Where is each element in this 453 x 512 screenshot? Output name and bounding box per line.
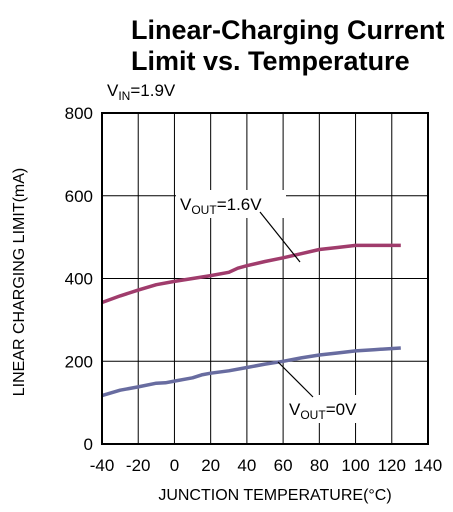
series-line <box>101 346 401 398</box>
chart-condition-rest: =1.9V <box>130 81 176 100</box>
plot-frame <box>101 112 429 445</box>
x-tick-label: -40 <box>90 456 115 475</box>
leader-line <box>259 211 301 263</box>
x-tick-label: 100 <box>341 456 369 475</box>
x-tick-label: 60 <box>274 456 293 475</box>
label-background <box>176 190 286 218</box>
y-tick-label: 800 <box>65 104 93 123</box>
x-tick-label: 20 <box>201 456 220 475</box>
chart-condition-sub: IN <box>118 89 130 103</box>
x-tick-label: 140 <box>414 456 442 475</box>
tick-labels: -40 -20 0 20 40 60 80 100 120 140 0 200 400 600 800 <box>65 104 443 475</box>
label-sub: OUT <box>191 203 217 217</box>
chart-condition-main: V <box>107 81 119 100</box>
label-main: V <box>180 195 192 214</box>
label-main: V <box>289 400 301 419</box>
y-tick-label: 600 <box>65 187 93 206</box>
chart-condition: VIN=1.9V <box>107 81 176 103</box>
chart-title-line2: Limit vs. Temperature <box>131 46 410 76</box>
chart-title-line1: Linear-Charging Current <box>131 15 445 45</box>
label-background <box>286 395 386 423</box>
leader-line <box>277 361 314 398</box>
x-tick-label: 40 <box>237 456 256 475</box>
label-sub: OUT <box>300 408 326 422</box>
gridlines <box>102 113 428 444</box>
y-tick-label: 0 <box>84 435 93 454</box>
y-tick-label: 200 <box>65 352 93 371</box>
data-series <box>101 243 401 398</box>
x-tick-label: -20 <box>126 456 151 475</box>
label-rest: =0V <box>326 400 357 419</box>
series-label-vout-1-6v: VOUT=1.6V <box>180 195 262 217</box>
x-tick-label: 80 <box>310 456 329 475</box>
x-tick-label: 0 <box>170 456 179 475</box>
x-axis-label: JUNCTION TEMPERATURE(°C) <box>158 487 391 504</box>
label-rest: =1.6V <box>217 195 263 214</box>
series-label-vout-0v: VOUT=0V <box>289 400 357 422</box>
y-tick-label: 400 <box>65 270 93 289</box>
y-axis-label: LINEAR CHARGING LIMIT(mA) <box>11 168 28 396</box>
x-tick-label: 120 <box>378 456 406 475</box>
series-line <box>101 243 401 305</box>
